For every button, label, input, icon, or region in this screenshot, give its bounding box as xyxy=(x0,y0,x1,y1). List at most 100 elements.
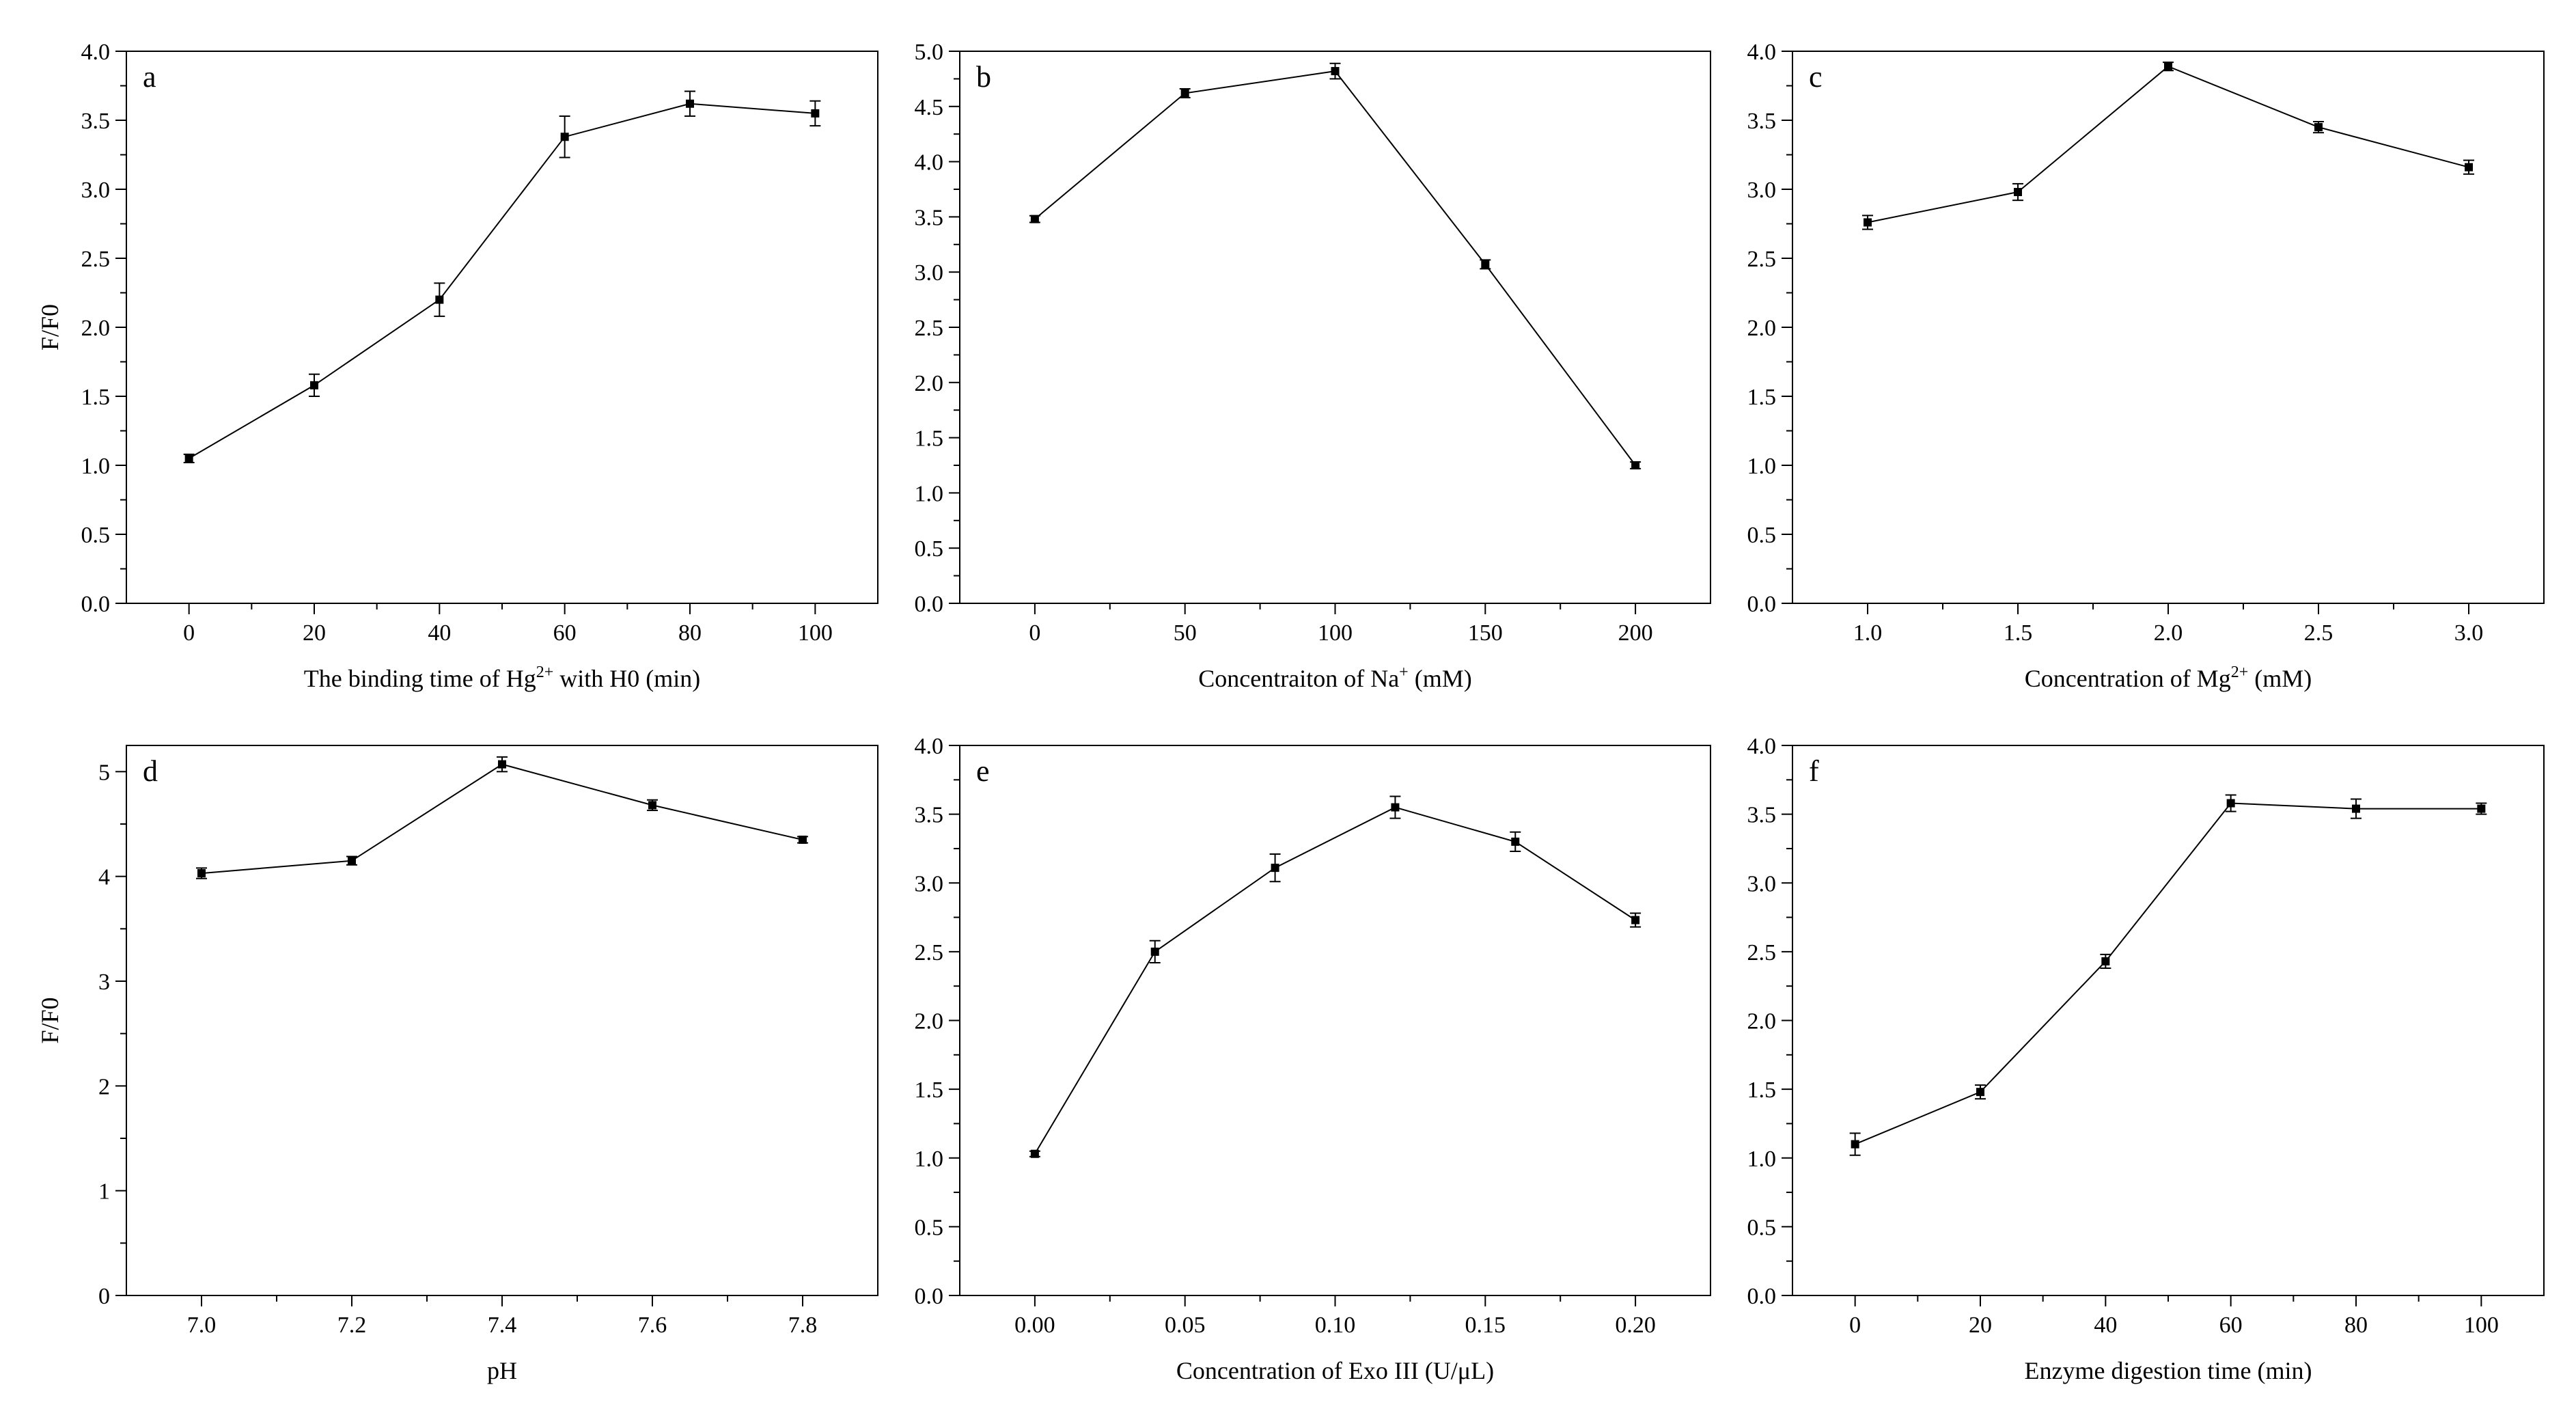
y-tick-label: 2.5 xyxy=(81,247,111,272)
panel-letter: e xyxy=(976,754,990,788)
x-axis-label-unit: with H0 (min) xyxy=(553,665,700,692)
x-tick-label: 0.05 xyxy=(1165,1313,1206,1338)
chart-panel-c: 1.0 1.5 2.0 2.5 3.0 0.0 0.5 1.0 1.5 2.0 2.5 3.0 3.5 4… xyxy=(1747,40,2545,692)
x-tick-label: 40 xyxy=(428,620,451,646)
y-tick-label: 5.0 xyxy=(915,40,944,65)
data-point xyxy=(184,454,193,463)
y-tick-label: 0.0 xyxy=(915,592,944,617)
x-axis-label-superscript: + xyxy=(1399,663,1409,681)
series-line xyxy=(1034,70,1636,466)
plot-frame xyxy=(126,51,878,604)
data-point xyxy=(686,99,694,108)
x-tick-label: 0.10 xyxy=(1315,1313,1356,1338)
y-tick-label: 0.5 xyxy=(81,523,111,548)
x-tick-label: 0 xyxy=(183,620,195,646)
y-tick-label: 2.5 xyxy=(1747,247,1777,272)
y-tick-label: 4.0 xyxy=(1747,734,1777,759)
y-tick-label: 2.0 xyxy=(81,316,111,341)
x-tick-label: 0 xyxy=(1029,620,1040,646)
x-axis-label: Concentration of Mg2+ (mM) xyxy=(2025,663,2312,692)
data-point xyxy=(2465,163,2473,172)
x-tick-label: 80 xyxy=(2344,1313,2368,1338)
data-point xyxy=(1391,803,1400,812)
data-point xyxy=(2352,804,2360,813)
x-axis-label-unit: (mM) xyxy=(2248,665,2312,692)
data-point xyxy=(1511,837,1520,846)
plot-frame xyxy=(959,51,1711,604)
chart-panel-e: 0.00 0.05 0.10 0.15 0.20 0.0 0.5 1.0 1.5 2.0 2.5 3.… xyxy=(915,734,1711,1384)
data-point xyxy=(2014,188,2022,197)
data-point xyxy=(560,133,569,141)
y-tick-label: 2.0 xyxy=(1747,316,1777,341)
x-axis-label-text: Concentration of Mg xyxy=(2025,665,2231,692)
y-tick-label: 0.5 xyxy=(1747,1215,1777,1240)
y-tick-label: 0.5 xyxy=(1747,523,1777,548)
x-tick-label: 2.0 xyxy=(2154,620,2183,646)
data-point xyxy=(1631,916,1640,924)
plot-frame xyxy=(1792,51,2545,604)
x-tick-label: 3.0 xyxy=(2454,620,2484,646)
data-point xyxy=(2477,804,2486,813)
y-tick-label: 4.0 xyxy=(915,734,944,759)
plot-frame xyxy=(959,745,1711,1296)
y-tick-label: 4.0 xyxy=(81,40,111,65)
x-axis-label-text: The binding time of Hg xyxy=(304,665,536,692)
series-line xyxy=(1855,802,2482,1145)
y-tick-label: 3.5 xyxy=(915,205,944,230)
y-tick-label: 1.5 xyxy=(1747,385,1777,410)
data-point xyxy=(1180,89,1189,98)
x-tick-label: 7.2 xyxy=(337,1313,367,1338)
data-point xyxy=(435,295,444,304)
data-point xyxy=(1481,260,1490,269)
y-tick-label: 1.0 xyxy=(915,1147,944,1172)
y-tick-label: 3.0 xyxy=(81,178,111,203)
y-tick-label: 0.5 xyxy=(915,536,944,562)
y-tick-label: 1.0 xyxy=(915,481,944,506)
chart-panel-b: 0 50 100 150 200 0.0 0.5 1.0 1.5 2.0 2.5 3.0 3.5 4.0 4… xyxy=(915,40,1711,692)
x-tick-label: 2.5 xyxy=(2304,620,2333,646)
data-point xyxy=(498,760,506,769)
y-tick-label: 3.5 xyxy=(1747,803,1777,828)
chart-panel-a: 0 20 40 60 80 100 0.0 0.5 1.0 1.5 2.0 2.5 3.0 3.5 4.0 a… xyxy=(36,40,878,692)
x-tick-label: 1.0 xyxy=(1853,620,1883,646)
y-tick-label: 5 xyxy=(98,760,110,785)
y-tick-label: 0.0 xyxy=(81,592,111,617)
data-point xyxy=(2226,799,2235,808)
data-point xyxy=(2164,62,2172,71)
chart-panel-f: 0 20 40 60 80 100 0.0 0.5 1.0 1.5 2.0 2.5 3.0 3.5 4.0 f… xyxy=(1747,734,2545,1384)
panel-letter: a xyxy=(143,60,156,94)
x-axis-label-text: pH xyxy=(487,1357,517,1384)
y-tick-label: 2.5 xyxy=(915,316,944,341)
x-tick-label: 60 xyxy=(553,620,577,646)
data-point xyxy=(1150,947,1159,956)
x-tick-label: 200 xyxy=(1618,620,1653,646)
data-point xyxy=(1976,1088,1984,1097)
panel-letter: d xyxy=(143,754,158,788)
data-point xyxy=(197,869,206,878)
x-tick-label: 7.6 xyxy=(638,1313,667,1338)
y-tick-label: 4 xyxy=(98,865,110,890)
data-point xyxy=(348,856,356,865)
x-tick-label: 7.8 xyxy=(788,1313,818,1338)
y-tick-label: 0 xyxy=(98,1284,110,1309)
y-tick-label: 0.5 xyxy=(915,1215,944,1240)
data-point xyxy=(1864,218,1872,227)
panel-letter: c xyxy=(1809,60,1823,94)
series-line xyxy=(1867,66,2469,223)
x-axis-label-text: Concentraiton of Na xyxy=(1198,665,1399,692)
x-tick-label: 1.5 xyxy=(2004,620,2033,646)
x-tick-label: 0.15 xyxy=(1465,1313,1506,1338)
data-point xyxy=(2101,957,2110,965)
y-tick-label: 1.5 xyxy=(915,426,944,452)
y-tick-label: 1.5 xyxy=(81,385,111,410)
y-tick-label: 2.5 xyxy=(915,940,944,965)
y-tick-label: 3.5 xyxy=(915,803,944,828)
data-point xyxy=(1030,215,1039,223)
x-tick-label: 100 xyxy=(2464,1313,2499,1338)
y-tick-label: 1.5 xyxy=(915,1078,944,1103)
x-tick-label: 7.4 xyxy=(488,1313,517,1338)
y-tick-label: 1 xyxy=(98,1179,110,1205)
x-axis-label-text: Concentration of Exo III (U/μL) xyxy=(1176,1357,1494,1384)
x-tick-label: 0.00 xyxy=(1014,1313,1055,1338)
